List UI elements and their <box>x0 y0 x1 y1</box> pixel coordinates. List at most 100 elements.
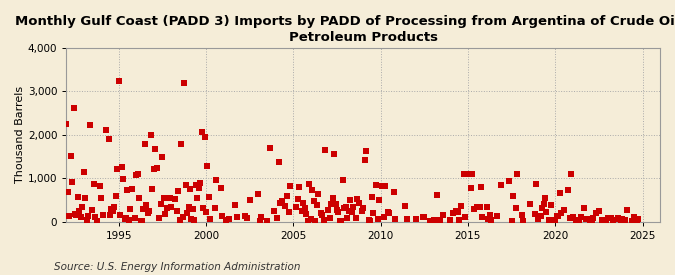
Point <box>378 215 389 220</box>
Point <box>262 219 273 224</box>
Point <box>144 208 155 213</box>
Point <box>435 218 446 222</box>
Point <box>620 218 630 222</box>
Point <box>68 105 79 110</box>
Point <box>539 196 550 201</box>
Point <box>145 133 156 138</box>
Point <box>627 219 638 224</box>
Point <box>368 211 379 216</box>
Point <box>367 195 377 199</box>
Point <box>553 213 564 218</box>
Point <box>313 191 323 196</box>
Point <box>330 202 341 206</box>
Point <box>324 216 335 220</box>
Point <box>291 204 302 209</box>
Point <box>544 218 555 222</box>
Point <box>529 212 540 217</box>
Point <box>184 187 195 191</box>
Point <box>221 218 232 222</box>
Point <box>579 206 590 211</box>
Point <box>269 209 280 213</box>
Point <box>135 219 146 223</box>
Point <box>512 172 523 176</box>
Point <box>78 169 89 174</box>
Point <box>292 197 303 201</box>
Point <box>272 216 283 220</box>
Point <box>591 211 601 216</box>
Point <box>211 177 221 182</box>
Point <box>253 192 264 196</box>
Point <box>155 201 166 206</box>
Point <box>336 219 347 223</box>
Point <box>109 205 119 210</box>
Point <box>294 185 304 189</box>
Point <box>566 172 576 176</box>
Point <box>275 201 286 206</box>
Point <box>518 219 529 223</box>
Point <box>95 184 105 189</box>
Point <box>617 217 628 221</box>
Point <box>159 196 169 201</box>
Point <box>356 209 367 213</box>
Point <box>354 200 364 205</box>
Point <box>84 123 95 127</box>
Point <box>319 218 329 222</box>
Point <box>131 173 142 177</box>
Point <box>419 214 430 219</box>
Point <box>97 213 108 217</box>
Point <box>190 183 201 187</box>
Point <box>342 215 352 220</box>
Point <box>504 178 514 183</box>
Point <box>563 188 574 192</box>
Point <box>567 215 578 219</box>
Point <box>160 211 171 216</box>
Point <box>183 205 194 209</box>
Point <box>106 207 117 211</box>
Point <box>326 202 337 207</box>
Point <box>350 216 361 220</box>
Point <box>205 216 216 221</box>
Point <box>538 202 549 206</box>
Point <box>468 207 479 212</box>
Point <box>471 204 482 209</box>
Point <box>132 172 143 176</box>
Point <box>462 172 473 176</box>
Point <box>189 218 200 222</box>
Point <box>551 214 562 219</box>
Point <box>157 155 168 160</box>
Point <box>298 201 309 205</box>
Point <box>339 205 350 210</box>
Point <box>282 194 293 198</box>
Point <box>256 215 267 220</box>
Point <box>438 213 449 217</box>
Point <box>70 212 80 216</box>
Point <box>585 219 595 223</box>
Point <box>161 206 172 210</box>
Point <box>124 217 134 222</box>
Point <box>556 211 566 215</box>
Point <box>77 205 88 209</box>
Point <box>516 213 527 218</box>
Point <box>365 219 376 224</box>
Point <box>400 204 411 208</box>
Point <box>508 194 518 199</box>
Point <box>460 214 470 219</box>
Point <box>231 214 242 219</box>
Point <box>121 216 132 220</box>
Point <box>141 202 152 207</box>
Point <box>340 205 351 209</box>
Text: Source: U.S. Energy Information Administration: Source: U.S. Energy Information Administ… <box>54 262 300 272</box>
Point <box>192 196 202 200</box>
Point <box>217 214 227 218</box>
Point <box>188 207 198 211</box>
Point <box>608 218 619 222</box>
Point <box>112 167 123 171</box>
Point <box>496 183 507 187</box>
Point <box>323 208 333 213</box>
Point <box>146 187 157 191</box>
Point <box>451 209 462 214</box>
Point <box>170 197 181 202</box>
Point <box>374 198 385 202</box>
Point <box>628 215 639 219</box>
Point <box>329 152 340 157</box>
